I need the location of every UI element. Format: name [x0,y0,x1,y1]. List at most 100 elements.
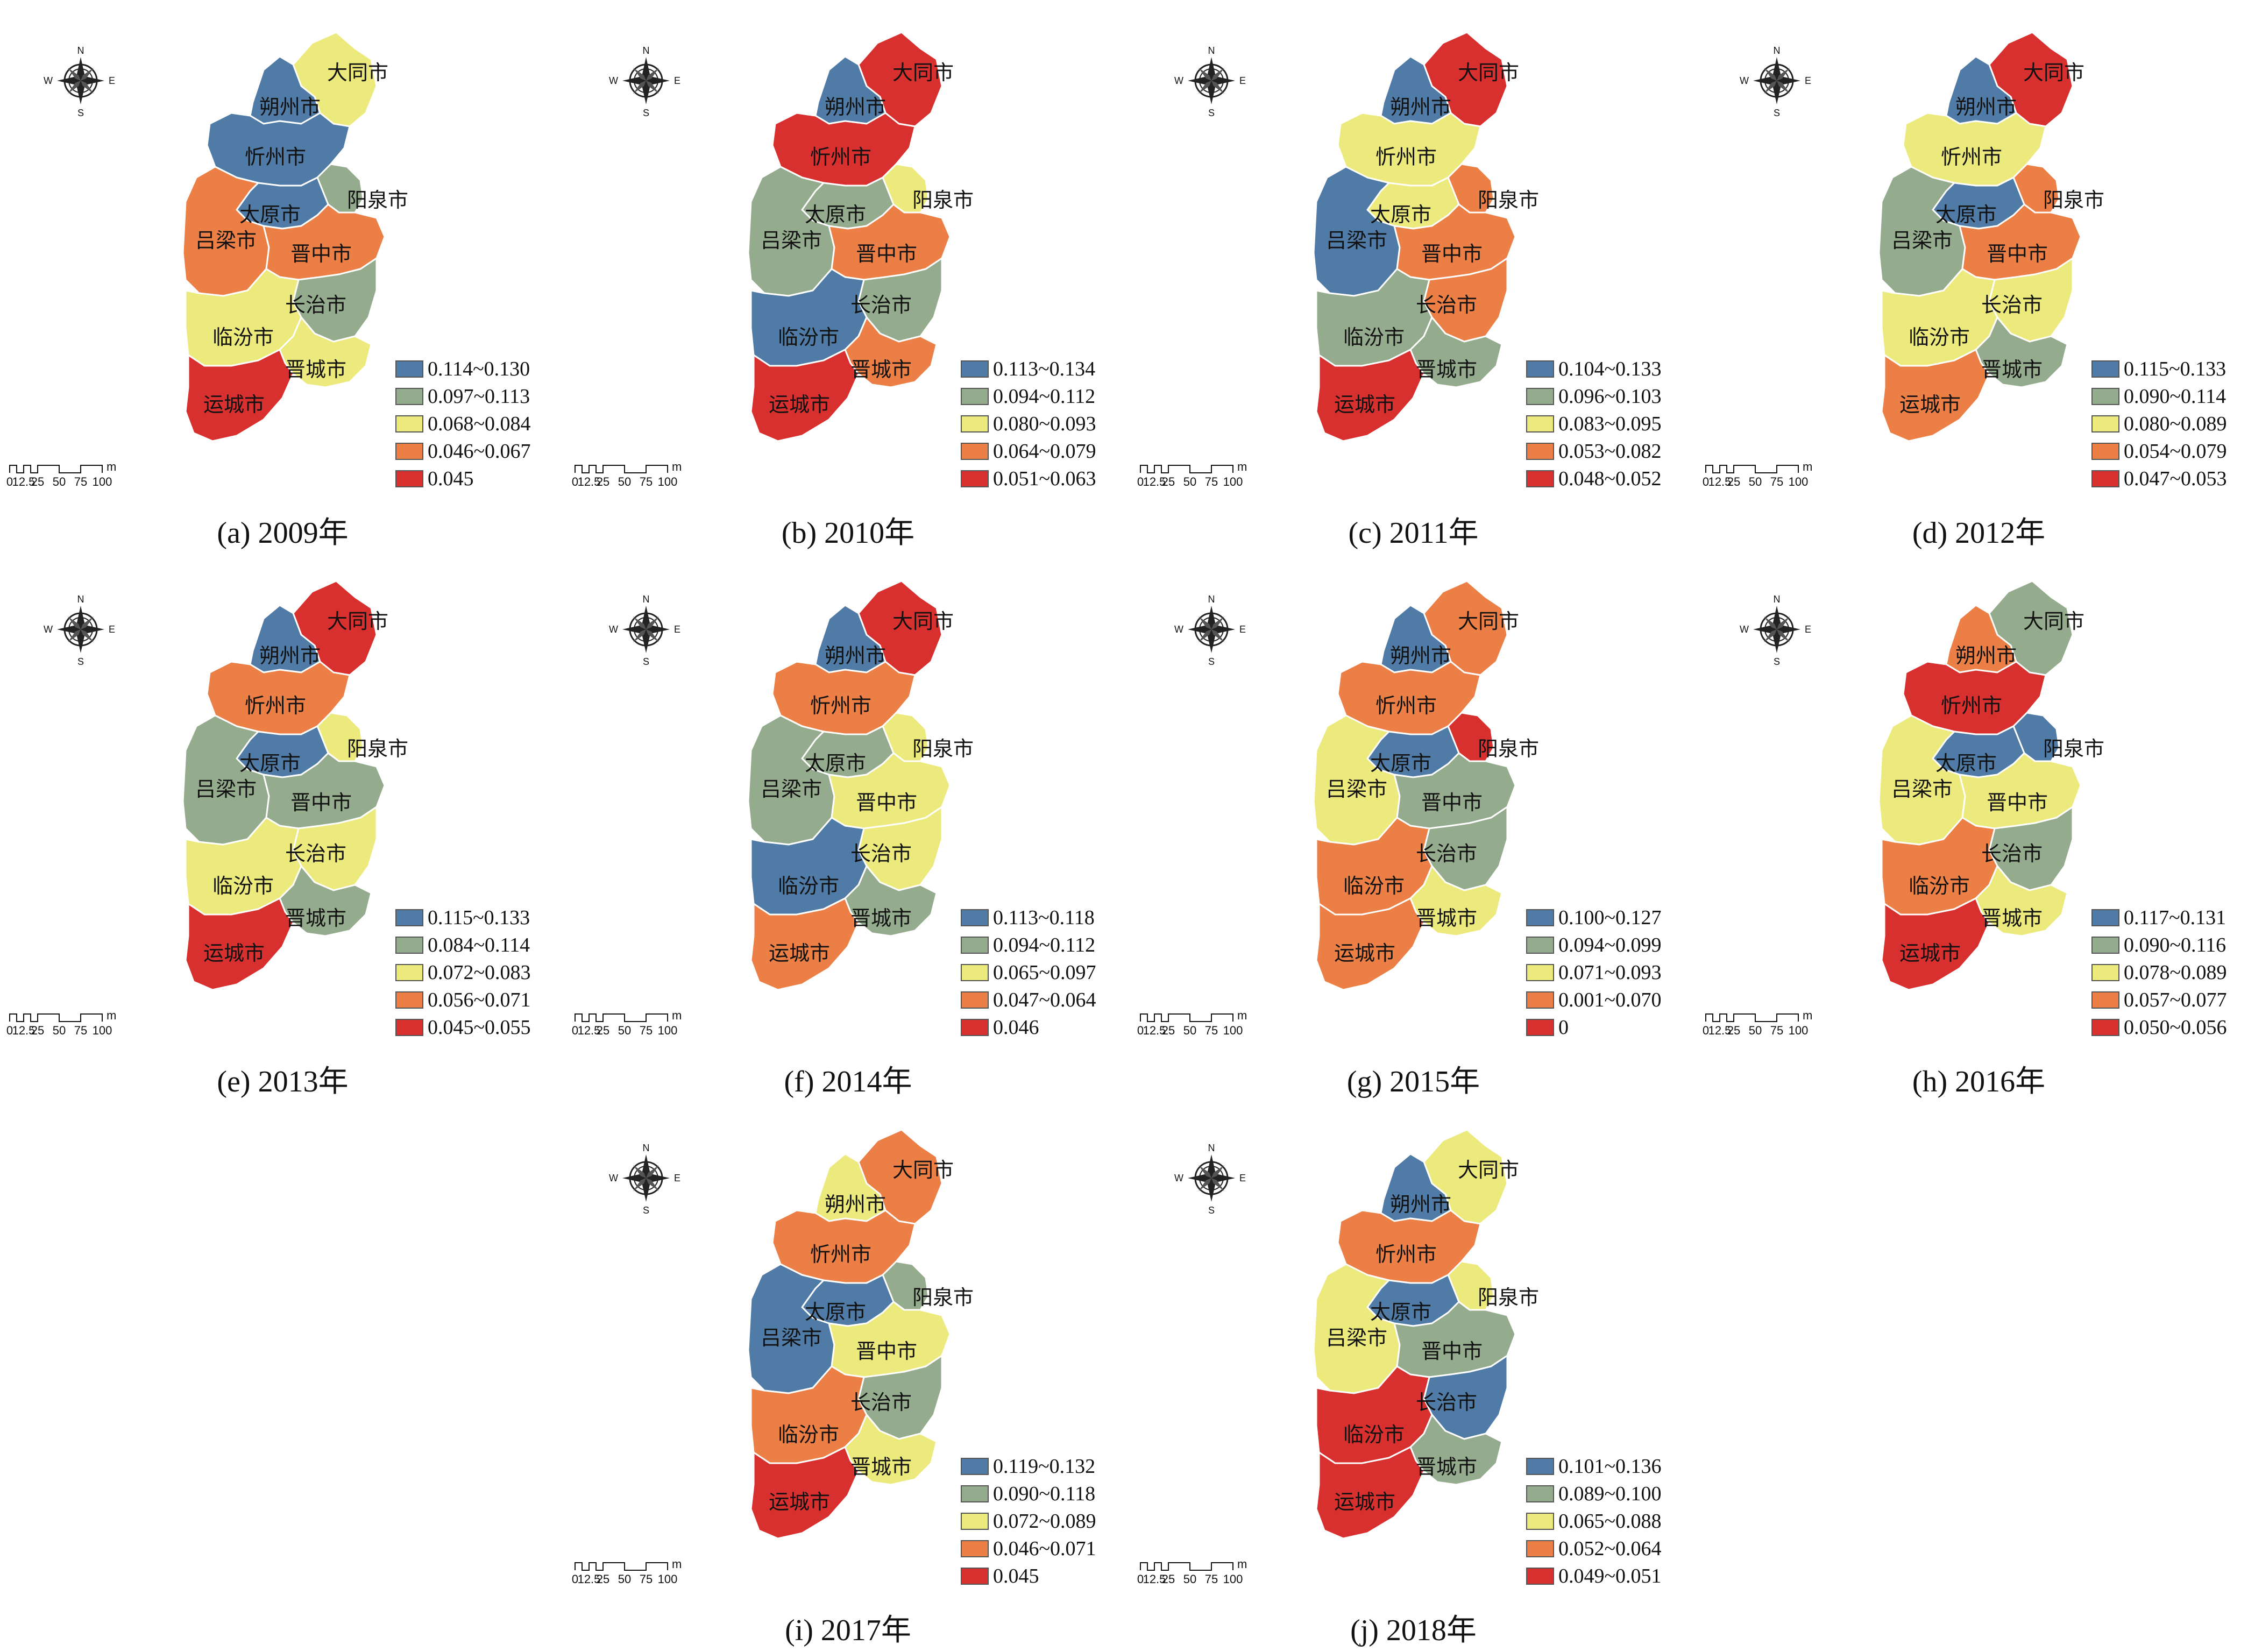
legend-entry: 0.083~0.095 [1526,410,1662,437]
panel-caption: (j) 2018年 [1350,1614,1477,1647]
legend-swatch [961,1018,989,1036]
region-jincheng [279,316,372,388]
compass-letter-e: E [674,624,680,635]
region-jincheng [1975,316,2068,388]
legend-entry: 0.090~0.118 [961,1480,1096,1507]
city-label-yangquan: 阳泉市 [912,1286,974,1309]
city-label-shuozhou: 朔州市 [1955,644,2017,668]
legend-label: 0.094~0.112 [993,933,1096,956]
legend-entry: 0.090~0.116 [2091,931,2227,959]
compass-letter-w: W [44,624,53,635]
legend-label: 0.119~0.132 [993,1455,1096,1478]
legend-label: 0.113~0.118 [993,906,1095,929]
legend-swatch [961,909,989,926]
panel-caption: (h) 2016年 [1912,1065,2046,1098]
legend-label: 0.052~0.064 [1558,1537,1662,1560]
legend: 0.100~0.127 0.094~0.099 0.071~0.093 0.001~0… [1526,904,1662,1041]
scale-tick-label: 50 [618,1024,631,1037]
legend-label: 0.090~0.114 [2124,385,2226,408]
panel-caption: (e) 2013年 [217,1065,349,1098]
scale-tick-label: 100 [93,475,112,488]
city-label-yangquan: 阳泉市 [1478,188,1539,212]
region-yuncheng [750,1446,860,1540]
city-label-jinzhong: 晋中市 [290,242,352,266]
legend-entry: 0.046~0.071 [961,1535,1096,1562]
legend-swatch [395,991,423,1009]
legend-label: 0.071~0.093 [1558,961,1662,984]
legend-swatch [395,1018,423,1036]
map-panel: 大同市 朔州市 忻州市 阳泉市 太原市 吕梁市 晋中市 长治市 临汾市 晋城市 运城市 N S E W 0 12… [1696,549,2261,1098]
city-label-jincheng: 晋城市 [285,358,346,381]
legend-entry: 0.084~0.114 [395,931,531,959]
city-label-shuozhou: 朔州市 [1390,1193,1451,1216]
scale-tick-label: 12.5 [1708,475,1732,488]
legend-entry: 0.045~0.055 [395,1013,531,1041]
city-label-datong: 大同市 [327,609,388,633]
map-panel: 大同市 朔州市 忻州市 阳泉市 太原市 吕梁市 晋中市 长治市 临汾市 晋城市 运城市 N S E W 0 12… [565,549,1131,1098]
scale-tick-label: 50 [1749,1024,1762,1037]
legend-swatch [395,470,423,487]
city-label-datong: 大同市 [892,609,954,633]
legend-label: 0.097~0.113 [428,385,530,408]
city-label-yangquan: 阳泉市 [912,737,974,761]
scale-tick-label: 25 [1162,1024,1175,1037]
city-label-linfen: 临汾市 [1909,325,1970,349]
region-yuncheng [1315,897,1425,991]
legend-entry: 0.047~0.064 [961,986,1096,1013]
legend-label: 0.072~0.083 [428,961,531,984]
city-label-shuozhou: 朔州市 [825,95,886,119]
city-label-changzhi: 长治市 [850,842,912,866]
city-label-yuncheng: 运城市 [1334,393,1395,416]
scale-tick-label: 100 [658,475,678,488]
compass-letter-s: S [77,108,84,118]
scale-tick-label: 100 [1223,475,1243,488]
scale-tick-label: 25 [31,1024,44,1037]
legend-label: 0.090~0.116 [2124,933,2226,956]
city-label-shuozhou: 朔州市 [259,95,321,119]
legend-label: 0.065~0.088 [1558,1509,1662,1533]
city-label-linfen: 临汾市 [1343,1423,1405,1447]
city-label-lvliang: 吕梁市 [1326,1326,1387,1350]
legend-swatch [2091,963,2119,981]
city-label-changzhi: 长治市 [1981,842,2043,866]
legend-entry: 0.096~0.103 [1526,382,1662,410]
scale-tick-label: 25 [597,1024,609,1037]
city-label-jincheng: 晋城市 [1981,358,2043,381]
legend-entry: 0.072~0.089 [961,1507,1096,1535]
compass-letter-e: E [109,75,115,86]
compass-letter-e: E [1239,75,1246,86]
city-label-yuncheng: 运城市 [769,941,830,965]
scale-tick-label: 100 [658,1024,678,1037]
scale-tick-label: 75 [640,475,653,488]
legend-label: 0.064~0.079 [993,439,1096,463]
legend-entry: 0.115~0.133 [2091,355,2227,382]
compass-letter-s: S [1208,108,1215,118]
city-label-changzhi: 长治市 [285,842,346,866]
legend-swatch [1526,360,1554,378]
scale-tick-label: 25 [1727,1024,1740,1037]
legend-entry: 0.072~0.083 [395,959,531,986]
scale-unit: m [107,460,116,473]
legend-label: 0.046~0.067 [428,439,531,463]
scale-tick-label: 12.5 [1708,1024,1732,1037]
city-label-yuncheng: 运城市 [203,941,265,965]
legend-swatch [1526,1567,1554,1585]
city-label-lvliang: 吕梁市 [195,777,257,801]
panel-caption: (c) 2011年 [1348,516,1479,550]
legend-label: 0.100~0.127 [1558,906,1662,929]
compass-letter-n: N [1208,45,1215,56]
compass-letter-w: W [1174,1173,1183,1183]
legend-swatch [395,415,423,433]
legend-label: 0.104~0.133 [1558,357,1662,380]
legend-swatch [961,415,989,433]
region-yuncheng [185,897,294,991]
scale-tick-label: 0 [572,1024,578,1037]
city-label-shuozhou: 朔州市 [1955,95,2017,119]
scale-tick-label: 0 [1703,475,1709,488]
city-label-changzhi: 长治市 [850,1391,912,1414]
